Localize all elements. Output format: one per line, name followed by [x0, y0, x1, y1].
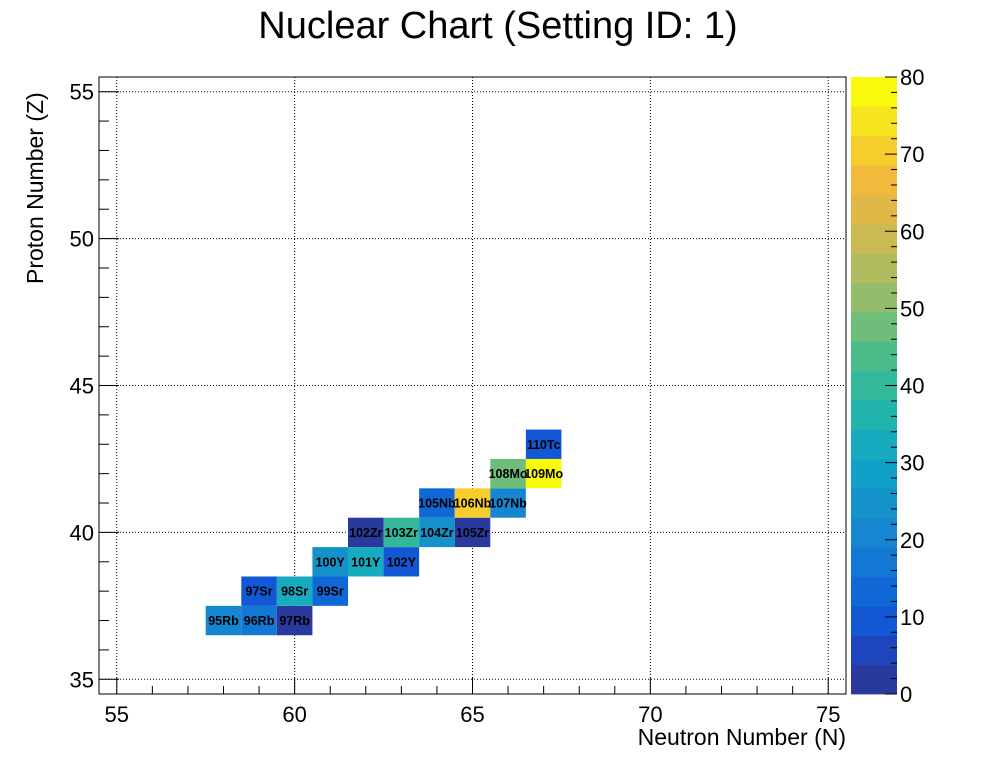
heatmap-cell	[312, 547, 348, 577]
cell-label: 109Mo	[524, 467, 563, 481]
color-scale-band	[851, 458, 897, 489]
x-tick-label: 75	[816, 702, 840, 727]
heatmap-cell	[383, 547, 420, 577]
color-scale-band	[851, 635, 897, 666]
color-scale-band	[851, 282, 897, 313]
color-scale-label: 30	[900, 451, 924, 476]
cell-label: 102Y	[387, 555, 417, 569]
heatmap-cell	[525, 429, 562, 459]
cell-label: 105Nb	[418, 497, 456, 511]
cell-label: 105Zr	[456, 526, 489, 540]
axes: 55 60 65 70 75 35 40 45 50 55	[70, 80, 841, 727]
color-scale-label: 70	[900, 142, 924, 167]
y-tick-label: 45	[70, 374, 94, 399]
heatmap-cell	[241, 576, 277, 606]
color-scale-label: 40	[900, 374, 924, 399]
color-scale-label: 20	[900, 528, 924, 553]
heatmap-cell	[490, 488, 526, 518]
cell-label: 100Y	[316, 555, 346, 569]
heatmap-cell	[419, 488, 455, 518]
color-scale-band	[851, 253, 897, 284]
color-scale-band	[851, 312, 897, 342]
color-scale-bar: 0 10 20 30 40 50 60 70 80	[851, 65, 924, 707]
heatmap-cell	[419, 517, 455, 548]
cell-label: 103Zr	[385, 526, 418, 540]
y-axis-title: Proton Number (Z)	[22, 92, 48, 284]
color-scale-band	[851, 605, 897, 636]
chart-title: Nuclear Chart (Setting ID: 1)	[258, 5, 737, 47]
x-axis-title: Neutron Number (N)	[638, 724, 846, 750]
x-tick-label: 65	[460, 702, 484, 727]
color-scale-label: 10	[900, 605, 924, 630]
heatmap-cell	[276, 576, 313, 606]
heatmap-cell	[276, 605, 313, 636]
color-scale-band	[851, 341, 897, 372]
cell-labels: 95Rb 96Rb 97Rb 97Sr 98Sr 99Sr 100Y 101Y 102Y 102Z…	[208, 438, 563, 628]
heatmap-cell	[205, 605, 242, 636]
x-tick-label: 60	[282, 702, 306, 727]
cell-label: 110Tc	[527, 438, 561, 452]
heatmap-cell	[490, 458, 526, 489]
color-scale-band	[851, 429, 897, 460]
heatmap-cell	[383, 517, 420, 548]
cell-label: 102Zr	[349, 526, 382, 540]
cell-label: 106Nb	[454, 497, 492, 511]
cell-label: 101Y	[351, 555, 381, 569]
color-scale-band	[851, 194, 897, 225]
y-tick-label: 40	[70, 520, 94, 545]
heatmap-cell	[348, 517, 384, 548]
x-tick-label: 70	[638, 702, 662, 727]
heatmap-cell	[525, 458, 562, 489]
cell-label: 99Sr	[317, 585, 344, 599]
cell-label: 107Nb	[489, 497, 527, 511]
color-scale-band	[851, 517, 897, 548]
heatmap-cells	[205, 429, 562, 636]
color-scale-label: 0	[900, 682, 912, 707]
x-tick-label: 55	[105, 702, 129, 727]
color-scale-band	[851, 547, 897, 577]
y-tick-label: 35	[70, 667, 94, 692]
cell-label: 104Zr	[420, 526, 453, 540]
heatmap-cell	[348, 547, 384, 577]
heatmap-cell	[454, 517, 491, 548]
plot-frame	[98, 76, 847, 695]
color-scale-label: 80	[900, 65, 924, 90]
color-scale-band	[851, 77, 897, 107]
cell-label: 95Rb	[208, 614, 239, 628]
grid-lines	[99, 77, 846, 694]
color-scale-label: 60	[900, 219, 924, 244]
color-scale-band	[851, 488, 897, 519]
color-scale-band	[851, 165, 897, 195]
color-scale-band	[851, 400, 897, 430]
heatmap-cell	[312, 576, 348, 606]
cell-label: 98Sr	[281, 585, 308, 599]
color-scale-band	[851, 576, 897, 607]
cell-label: 108Mo	[489, 467, 528, 481]
color-scale-band	[851, 135, 897, 166]
heatmap-cell	[454, 488, 491, 518]
color-scale-band	[851, 106, 897, 137]
y-tick-label: 55	[70, 80, 94, 105]
color-scale-label: 50	[900, 296, 924, 321]
color-scale-band	[851, 664, 897, 695]
heatmap-cell	[241, 605, 277, 636]
cell-label: 97Sr	[246, 585, 273, 599]
color-scale-band	[851, 223, 897, 254]
y-tick-label: 50	[70, 227, 94, 252]
cell-label: 97Rb	[279, 614, 310, 628]
cell-label: 96Rb	[244, 614, 275, 628]
